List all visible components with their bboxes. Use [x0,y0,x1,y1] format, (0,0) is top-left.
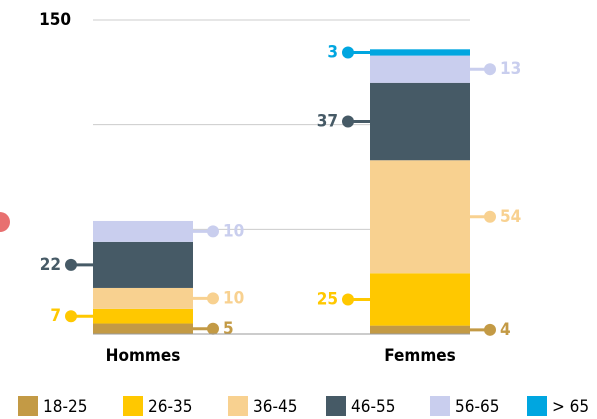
value-label: 37 [317,112,338,132]
leader-dot [342,293,354,306]
value-label: 7 [50,306,61,326]
leader-dot [484,63,496,76]
bar-segment [370,160,470,274]
legend-label: > 65 [552,397,589,417]
leader-dot [342,46,354,59]
leader-dot [484,323,496,336]
value-label: 4 [500,320,511,340]
leader-dot [207,322,219,335]
value-label: 54 [500,207,521,227]
bar-segment [370,55,470,83]
value-label: 13 [500,59,521,79]
legend-swatch [123,396,143,416]
bar-segment [370,273,470,326]
value-label: 5 [223,319,234,339]
leader-dot [65,310,77,323]
bar-segment [370,49,470,56]
value-label: 10 [223,288,244,308]
x-tick-label: Hommes [106,346,181,366]
leader-dot [207,225,219,238]
legend-label: 26-35 [148,397,192,417]
legend-swatch [228,396,248,416]
y-tick-label: 150 [39,10,71,30]
bar-segment [93,287,193,309]
value-label: 22 [40,255,61,275]
legend-swatch [18,396,38,416]
bar-segment [370,325,470,334]
legend-label: 46-55 [351,397,395,417]
value-label: 10 [223,221,244,241]
legend-swatch [326,396,346,416]
bar-segment [370,82,470,161]
legend-label: 18-25 [43,397,87,417]
legend-label: 56-65 [455,397,499,417]
leader-dot [65,258,77,271]
value-label: 3 [327,42,338,62]
leader-dot [484,210,496,223]
bar-segment [93,241,193,288]
bar-segment [93,323,193,334]
legend-swatch [430,396,450,416]
bar-segment [93,220,193,242]
x-tick-label: Femmes [384,346,456,366]
leader-dot [207,292,219,305]
legend-label: 36-45 [253,397,297,417]
value-label: 25 [317,289,338,309]
leader-dot [342,115,354,128]
legend-swatch [527,396,547,416]
bar-segment [93,308,193,324]
decoration [0,212,10,232]
